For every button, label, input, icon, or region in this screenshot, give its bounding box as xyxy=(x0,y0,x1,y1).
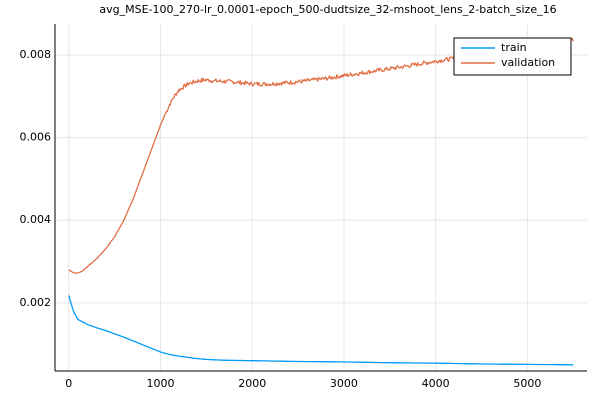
legend-box xyxy=(453,37,572,76)
legend-label-validation: validation xyxy=(501,56,555,69)
series-lines xyxy=(68,37,574,366)
chart-title: avg_MSE-100_270-lr_0.0001-epoch_500-dudt… xyxy=(99,3,556,16)
x-tick-labels: 0 1000 2000 3000 4000 5000 xyxy=(65,377,541,390)
x-tick-label: 3000 xyxy=(330,377,358,390)
grid xyxy=(55,24,587,371)
series-line-train xyxy=(68,295,574,366)
x-tick-label: 4000 xyxy=(422,377,450,390)
y-tick-label: 0.008 xyxy=(20,48,52,61)
x-tick-label: 1000 xyxy=(146,377,174,390)
y-tick-label: 0.002 xyxy=(20,296,52,309)
y-tick-labels: 0.002 0.004 0.006 0.008 xyxy=(20,48,52,309)
x-tick-label: 2000 xyxy=(238,377,266,390)
axes xyxy=(54,24,587,372)
legend-label-train: train xyxy=(501,41,527,54)
x-tick-label: 5000 xyxy=(513,377,541,390)
x-tick-label: 0 xyxy=(65,377,72,390)
y-tick-label: 0.006 xyxy=(20,131,52,144)
legend: train validation xyxy=(453,37,572,76)
y-tick-label: 0.004 xyxy=(20,213,52,226)
